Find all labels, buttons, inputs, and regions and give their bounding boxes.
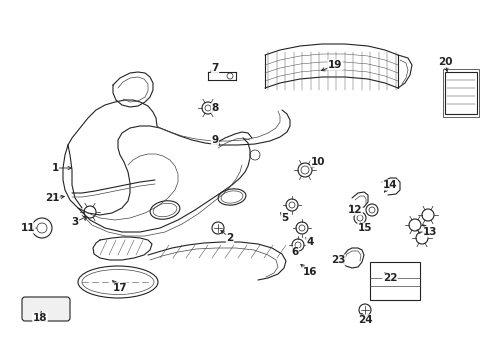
Text: 16: 16 (302, 267, 317, 277)
Text: 8: 8 (211, 103, 218, 113)
Text: 3: 3 (71, 217, 79, 227)
Text: 19: 19 (327, 60, 342, 70)
Text: 5: 5 (281, 213, 288, 223)
FancyBboxPatch shape (22, 297, 70, 321)
Text: 14: 14 (382, 180, 397, 190)
Text: 12: 12 (347, 205, 362, 215)
Text: 15: 15 (357, 223, 371, 233)
Text: 6: 6 (291, 247, 298, 257)
Text: 13: 13 (422, 227, 436, 237)
Text: 24: 24 (357, 315, 371, 325)
Text: 17: 17 (112, 283, 127, 293)
Text: 18: 18 (33, 313, 47, 323)
Text: 10: 10 (310, 157, 325, 167)
Text: 1: 1 (51, 163, 59, 173)
Text: 23: 23 (330, 255, 345, 265)
Text: 21: 21 (45, 193, 59, 203)
Text: 22: 22 (382, 273, 396, 283)
Text: 7: 7 (211, 63, 218, 73)
Text: 4: 4 (305, 237, 313, 247)
Text: 2: 2 (226, 233, 233, 243)
Text: 9: 9 (211, 135, 218, 145)
Text: 11: 11 (20, 223, 35, 233)
Text: 20: 20 (437, 57, 451, 67)
